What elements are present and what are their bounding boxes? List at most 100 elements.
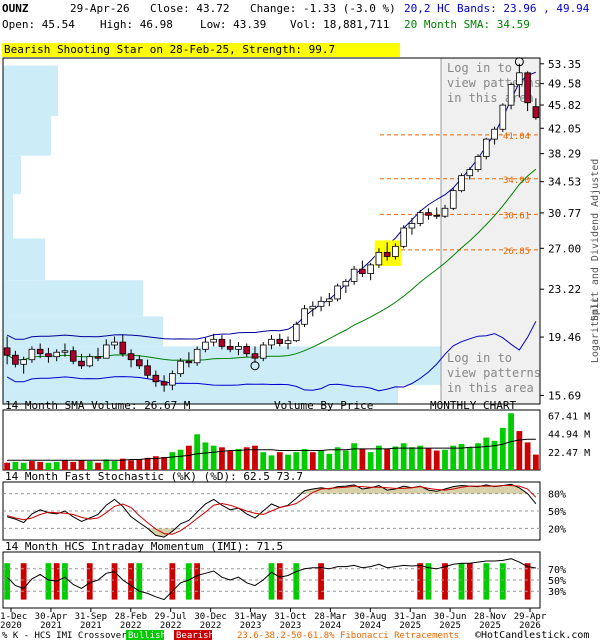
x-tick-year: 2024: [320, 621, 342, 631]
candle-body: [284, 340, 292, 344]
candle-body: [3, 347, 11, 356]
x-tick-month: 30-Aug: [354, 612, 387, 622]
x-tick-year: 2021: [80, 621, 102, 631]
volume-by-price-bar: [3, 115, 51, 156]
volume-title: 14 Month SMA Volume: 26.67 M: [5, 399, 191, 412]
volume-bar: [450, 445, 457, 470]
sma-value: 20 Month SMA: 34.59: [404, 18, 530, 31]
volume-bar: [202, 442, 209, 470]
volume-tick-label: 67.41 M: [548, 411, 590, 422]
volume-sma-line: [7, 438, 536, 461]
login-note-top: in this area: [447, 91, 534, 105]
x-tick-month: 28-Nov: [474, 612, 507, 622]
fib-label: 30.61: [503, 211, 530, 221]
bearish-label: Bearish: [176, 631, 214, 640]
volume-bar: [4, 462, 11, 470]
volume-bar: [268, 455, 275, 470]
candle-body: [111, 341, 118, 346]
x-tick-month: 31-Oct: [274, 612, 307, 622]
close-value: Close: 43.72: [150, 2, 230, 15]
volume-bar: [243, 447, 250, 470]
price-tick-label: 38.29: [548, 148, 581, 161]
volume-bar: [433, 450, 440, 470]
login-note-bottom: Log in to: [447, 351, 512, 365]
price-tick-label: 53.35: [548, 58, 581, 71]
candle-body: [433, 214, 441, 217]
volume-bar: [532, 454, 539, 470]
candle-body: [416, 212, 424, 224]
candle-body: [127, 353, 135, 361]
volume-bar: [458, 444, 465, 470]
volume-bar: [194, 434, 201, 470]
crossover-bar: [128, 563, 134, 600]
x-tick-year: 2020: [0, 621, 22, 631]
candle-body: [12, 354, 19, 365]
volume-bar: [475, 443, 481, 470]
bearish-swatch: [174, 630, 212, 640]
volume-tick-label: 22.47 M: [548, 448, 590, 459]
crossover-bar: [111, 563, 118, 600]
crossover-bar: [169, 563, 176, 600]
volume-bar: [524, 442, 531, 470]
x-tick-month: 29-Apr: [514, 612, 547, 622]
candle-body: [309, 305, 317, 310]
candle-body: [94, 356, 102, 359]
volume-bar: [136, 459, 143, 470]
crossover-bar: [293, 563, 300, 600]
volume-bar: [12, 461, 19, 470]
candle-body: [408, 223, 416, 229]
candle-body: [28, 348, 36, 361]
candle-body: [292, 323, 300, 342]
x-tick-year: 2025: [439, 621, 461, 631]
stochastic-title: 14 Month Fast Stochastic (%K) (%D): 62.5…: [5, 470, 303, 483]
candle-body: [375, 251, 383, 266]
volume-by-price-bar: [3, 238, 45, 281]
candle-body: [144, 365, 151, 376]
candle-body: [458, 175, 465, 192]
price-tick-label: 27.00: [548, 242, 581, 255]
high-value: High: 46.98: [100, 18, 173, 31]
volume-by-price-bar: [3, 385, 398, 404]
volume-bar: [128, 460, 134, 470]
price-tick-label: 23.22: [548, 283, 581, 296]
candle-body: [152, 374, 160, 383]
candle-body: [524, 72, 531, 104]
x-tick-month: 30-Jun: [434, 612, 467, 622]
volume-bar: [227, 450, 234, 470]
candle-body: [177, 360, 184, 375]
candle-body: [301, 308, 308, 325]
candle-body: [466, 169, 474, 177]
candle-body: [392, 245, 399, 257]
bullish-swatch: [126, 630, 164, 640]
fib-label: 34.90: [503, 176, 530, 186]
pattern-banner[interactable]: Bearish Shooting Star on 28-Feb-25, Stre…: [2, 43, 400, 57]
candle-body: [449, 190, 457, 209]
volume-bar: [425, 448, 432, 470]
adjusted-label: Split and Dividend Adjusted: [590, 159, 600, 322]
login-note-top: Log in to: [447, 61, 512, 75]
volume-bar: [318, 450, 324, 470]
volume-bar: [309, 452, 316, 470]
crossover-bar: [276, 563, 283, 600]
candle-body: [491, 128, 498, 140]
volume-bar: [62, 460, 68, 470]
x-tick-year: 2025: [479, 621, 501, 631]
candle-body: [136, 359, 143, 367]
volume-bar: [161, 457, 167, 470]
volume-bar: [185, 445, 192, 470]
volume-bar: [326, 453, 333, 470]
candle-body: [102, 344, 110, 359]
candle-body: [53, 351, 60, 358]
candle-body: [350, 268, 358, 282]
volume-bar: [491, 440, 498, 470]
crossover-bar: [136, 563, 143, 600]
crossover-bar: [86, 563, 93, 600]
volume-bar: [70, 461, 77, 470]
fib-label: 26.85: [503, 247, 530, 257]
volume-bar: [301, 448, 308, 470]
volume-bar: [384, 448, 391, 470]
volume-bar: [144, 457, 151, 470]
volume-bar: [53, 461, 60, 470]
candle-body: [78, 360, 85, 367]
x-tick-month: 30-Dec: [194, 612, 227, 622]
